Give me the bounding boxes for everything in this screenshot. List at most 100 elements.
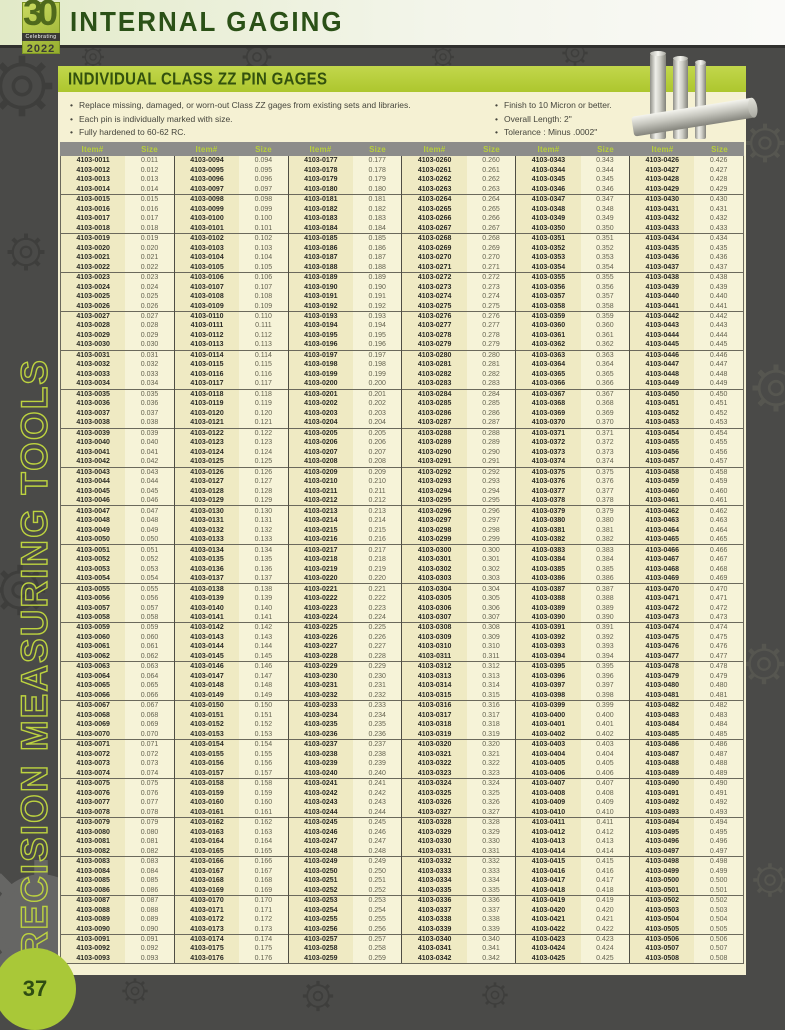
size-cell: 0.405 xyxy=(580,759,630,769)
size-cell: 0.268 xyxy=(466,233,516,244)
table-row: 4103-0383 0.383 xyxy=(516,545,630,555)
item-number-cell: 4103-0270 xyxy=(402,252,467,263)
size-cell: 0.056 xyxy=(125,593,174,604)
size-cell: 0.355 xyxy=(580,272,630,283)
table-row: 4103-0279 0.279 xyxy=(402,340,516,351)
table-row: 4103-0188 0.188 xyxy=(288,262,402,273)
item-number-cell: 4103-0073 xyxy=(61,759,126,769)
table-row: 4103-0146 0.146 xyxy=(174,662,288,672)
size-cell: 0.329 xyxy=(466,827,516,837)
item-number-cell: 4103-0262 xyxy=(402,174,467,185)
size-cell: 0.356 xyxy=(580,282,630,292)
item-number-cell: 4103-0471 xyxy=(630,593,695,604)
table-header-row: Item# Size Item# Size Item# Size Item# Size Item… xyxy=(60,142,744,156)
table-row: 4103-0422 0.422 xyxy=(516,924,630,935)
size-cell: 0.312 xyxy=(466,662,516,672)
size-cell: 0.499 xyxy=(694,866,743,876)
item-number-cell: 4103-0027 xyxy=(61,311,126,322)
item-number-cell: 4103-0071 xyxy=(61,740,126,750)
table-row: 4103-0142 0.142 xyxy=(174,623,288,633)
size-cell: 0.370 xyxy=(580,418,630,428)
item-number-cell: 4103-0255 xyxy=(288,914,353,925)
size-cell: 0.284 xyxy=(466,389,516,400)
item-number-cell: 4103-0310 xyxy=(402,642,467,652)
table-row: 4103-0401 0.401 xyxy=(516,720,630,730)
size-column-header: Size xyxy=(141,144,158,154)
sidebar-label: PRECISION MEASURING TOOLS xyxy=(13,357,55,985)
table-row: 4103-0081 0.081 xyxy=(61,836,174,847)
item-number-cell: 4103-0242 xyxy=(288,788,353,798)
size-cell: 0.383 xyxy=(580,545,630,555)
item-number-cell: 4103-0045 xyxy=(61,486,126,496)
size-cell: 0.043 xyxy=(125,467,174,477)
table-row: 4103-0057 0.057 xyxy=(61,603,174,613)
size-cell: 0.153 xyxy=(239,729,288,740)
item-number-cell: 4103-0147 xyxy=(174,671,240,682)
size-cell: 0.175 xyxy=(239,944,288,954)
size-cell: 0.103 xyxy=(239,243,288,253)
item-number-cell: 4103-0056 xyxy=(61,593,126,604)
size-cell: 0.313 xyxy=(466,671,516,682)
item-number-cell: 4103-0448 xyxy=(630,369,695,380)
size-cell: 0.223 xyxy=(352,603,402,613)
table-row: 4103-0488 0.488 xyxy=(630,759,743,769)
item-number-cell: 4103-0170 xyxy=(174,895,240,906)
size-cell: 0.328 xyxy=(466,817,516,828)
table-row: 4103-0432 0.432 xyxy=(630,213,743,224)
table-row: 4103-0292 0.292 xyxy=(402,467,516,477)
size-cell: 0.139 xyxy=(239,593,288,604)
item-number-cell: 4103-0227 xyxy=(288,642,353,652)
table-row: 4103-0311 0.311 xyxy=(402,651,516,663)
size-cell: 0.241 xyxy=(352,779,402,789)
table-row: 4103-0227 0.227 xyxy=(288,642,402,652)
content-panel: Replace missing, damaged, or worn-out Cl… xyxy=(58,92,746,975)
item-number-cell: 4103-0319 xyxy=(402,729,467,740)
table-row: 4103-0388 0.388 xyxy=(516,593,630,604)
table-row: 4103-0132 0.132 xyxy=(174,525,288,535)
size-cell: 0.337 xyxy=(466,905,516,915)
size-cell: 0.048 xyxy=(125,515,174,526)
size-cell: 0.301 xyxy=(466,554,516,565)
table-row: 4103-0131 0.131 xyxy=(174,515,288,526)
table-row: 4103-0507 0.507 xyxy=(630,944,743,954)
size-cell: 0.102 xyxy=(239,233,288,244)
size-cell: 0.416 xyxy=(580,866,630,876)
item-number-cell: 4103-0201 xyxy=(288,389,353,400)
item-number-cell: 4103-0042 xyxy=(61,457,126,467)
size-cell: 0.456 xyxy=(694,447,743,458)
size-cell: 0.062 xyxy=(125,651,174,662)
size-cell: 0.204 xyxy=(352,418,402,428)
table-row: 4103-0091 0.091 xyxy=(61,934,174,945)
item-number-cell: 4103-0048 xyxy=(61,515,126,526)
size-cell: 0.292 xyxy=(466,467,516,477)
table-row: 4103-0036 0.036 xyxy=(61,399,174,409)
item-number-cell: 4103-0490 xyxy=(630,779,695,789)
size-cell: 0.132 xyxy=(239,525,288,535)
size-cell: 0.298 xyxy=(466,525,516,535)
size-cell: 0.442 xyxy=(694,311,743,322)
table-row: 4103-0164 0.164 xyxy=(174,836,288,847)
table-row: 4103-0128 0.128 xyxy=(174,486,288,496)
size-cell: 0.474 xyxy=(694,623,743,633)
table-row: 4103-0421 0.421 xyxy=(516,914,630,925)
size-cell: 0.475 xyxy=(694,632,743,643)
item-number-cell: 4103-0210 xyxy=(288,476,353,487)
item-number-cell: 4103-0036 xyxy=(61,399,126,409)
size-cell: 0.176 xyxy=(239,953,288,964)
table-row: 4103-0178 0.178 xyxy=(288,165,402,175)
table-row: 4103-0248 0.248 xyxy=(288,846,402,857)
table-row: 4103-0129 0.129 xyxy=(174,495,288,507)
item-number-cell: 4103-0057 xyxy=(61,603,126,613)
size-cell: 0.058 xyxy=(125,612,174,623)
item-number-cell: 4103-0231 xyxy=(288,681,353,691)
table-row: 4103-0053 0.053 xyxy=(61,564,174,574)
size-cell: 0.078 xyxy=(125,807,174,817)
table-row: 4103-0139 0.139 xyxy=(174,593,288,604)
item-number-cell: 4103-0475 xyxy=(630,632,695,643)
item-number-cell: 4103-0494 xyxy=(630,817,695,828)
item-number-cell: 4103-0415 xyxy=(516,856,581,867)
size-cell: 0.282 xyxy=(466,369,516,380)
table-row: 4103-0012 0.012 xyxy=(61,165,174,175)
item-number-cell: 4103-0277 xyxy=(402,321,467,331)
size-cell: 0.178 xyxy=(352,165,402,175)
